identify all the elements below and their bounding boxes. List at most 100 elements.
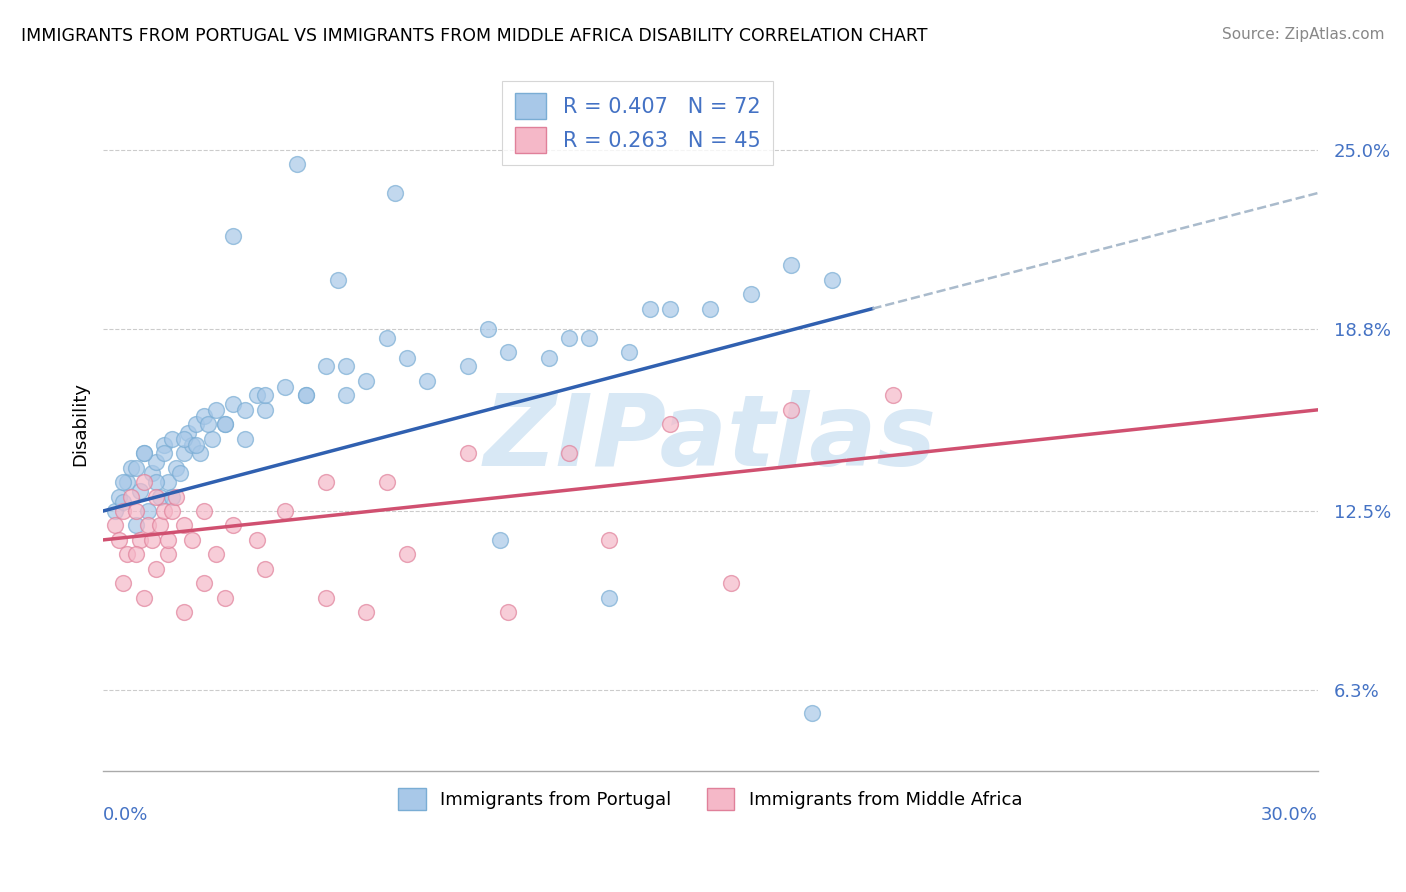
Point [578, 330, 600, 344]
Point [287, 157, 309, 171]
Point [740, 287, 762, 301]
Point [720, 576, 742, 591]
Point [193, 504, 215, 518]
Text: Source: ZipAtlas.com: Source: ZipAtlas.com [1222, 27, 1385, 42]
Point [153, 504, 176, 518]
Point [335, 388, 357, 402]
Point [598, 533, 620, 547]
Point [108, 490, 131, 504]
Point [112, 576, 135, 591]
Legend: R = 0.407   N = 72, R = 0.263   N = 45: R = 0.407 N = 72, R = 0.263 N = 45 [502, 81, 773, 165]
Point [335, 359, 357, 374]
Point [141, 533, 163, 547]
Point [246, 533, 269, 547]
Point [160, 504, 183, 518]
Point [780, 402, 803, 417]
Point [124, 547, 146, 561]
Point [221, 229, 243, 244]
Point [638, 301, 661, 316]
Text: 0.0%: 0.0% [103, 805, 149, 824]
Point [181, 437, 204, 451]
Point [214, 591, 236, 605]
Point [315, 591, 337, 605]
Text: IMMIGRANTS FROM PORTUGAL VS IMMIGRANTS FROM MIDDLE AFRICA DISABILITY CORRELATION: IMMIGRANTS FROM PORTUGAL VS IMMIGRANTS F… [21, 27, 928, 45]
Point [457, 446, 479, 460]
Point [112, 475, 135, 489]
Point [477, 322, 499, 336]
Point [205, 402, 228, 417]
Point [173, 518, 195, 533]
Point [197, 417, 219, 432]
Point [254, 388, 277, 402]
Point [315, 475, 337, 489]
Point [108, 533, 131, 547]
Point [145, 455, 167, 469]
Point [117, 547, 139, 561]
Point [193, 409, 215, 423]
Point [173, 446, 195, 460]
Point [156, 475, 179, 489]
Point [112, 504, 135, 518]
Point [153, 446, 176, 460]
Point [356, 374, 378, 388]
Point [233, 432, 256, 446]
Point [121, 490, 143, 504]
Point [233, 402, 256, 417]
Point [104, 518, 127, 533]
Point [165, 490, 187, 504]
Point [800, 706, 823, 721]
Point [246, 388, 269, 402]
Point [659, 417, 682, 432]
Point [121, 460, 143, 475]
Point [186, 417, 208, 432]
Point [124, 460, 146, 475]
Point [619, 345, 641, 359]
Point [165, 460, 187, 475]
Point [598, 591, 620, 605]
Point [112, 495, 135, 509]
Point [558, 446, 581, 460]
Point [274, 380, 297, 394]
Point [124, 504, 146, 518]
Point [145, 562, 167, 576]
Point [132, 446, 155, 460]
Point [186, 437, 208, 451]
Point [326, 273, 349, 287]
Point [315, 359, 337, 374]
Point [160, 432, 183, 446]
Point [128, 533, 150, 547]
Point [537, 351, 560, 365]
Point [375, 475, 398, 489]
Point [659, 301, 682, 316]
Point [274, 504, 297, 518]
Point [558, 330, 581, 344]
Point [173, 605, 195, 619]
Point [177, 425, 200, 440]
Point [169, 467, 191, 481]
Point [145, 475, 167, 489]
Point [173, 432, 195, 446]
Point [205, 547, 228, 561]
Point [457, 359, 479, 374]
Point [132, 446, 155, 460]
Point [160, 490, 183, 504]
Point [395, 351, 418, 365]
Point [104, 504, 127, 518]
Point [294, 388, 316, 402]
Point [201, 432, 224, 446]
Text: 30.0%: 30.0% [1261, 805, 1317, 824]
Point [141, 467, 163, 481]
Point [132, 591, 155, 605]
Y-axis label: Disability: Disability [72, 383, 89, 467]
Point [489, 533, 512, 547]
Text: ZIPatlas: ZIPatlas [484, 390, 936, 487]
Point [136, 504, 159, 518]
Point [384, 186, 406, 200]
Point [214, 417, 236, 432]
Point [149, 490, 172, 504]
Point [153, 437, 176, 451]
Point [496, 605, 519, 619]
Point [145, 490, 167, 504]
Point [395, 547, 418, 561]
Point [156, 547, 179, 561]
